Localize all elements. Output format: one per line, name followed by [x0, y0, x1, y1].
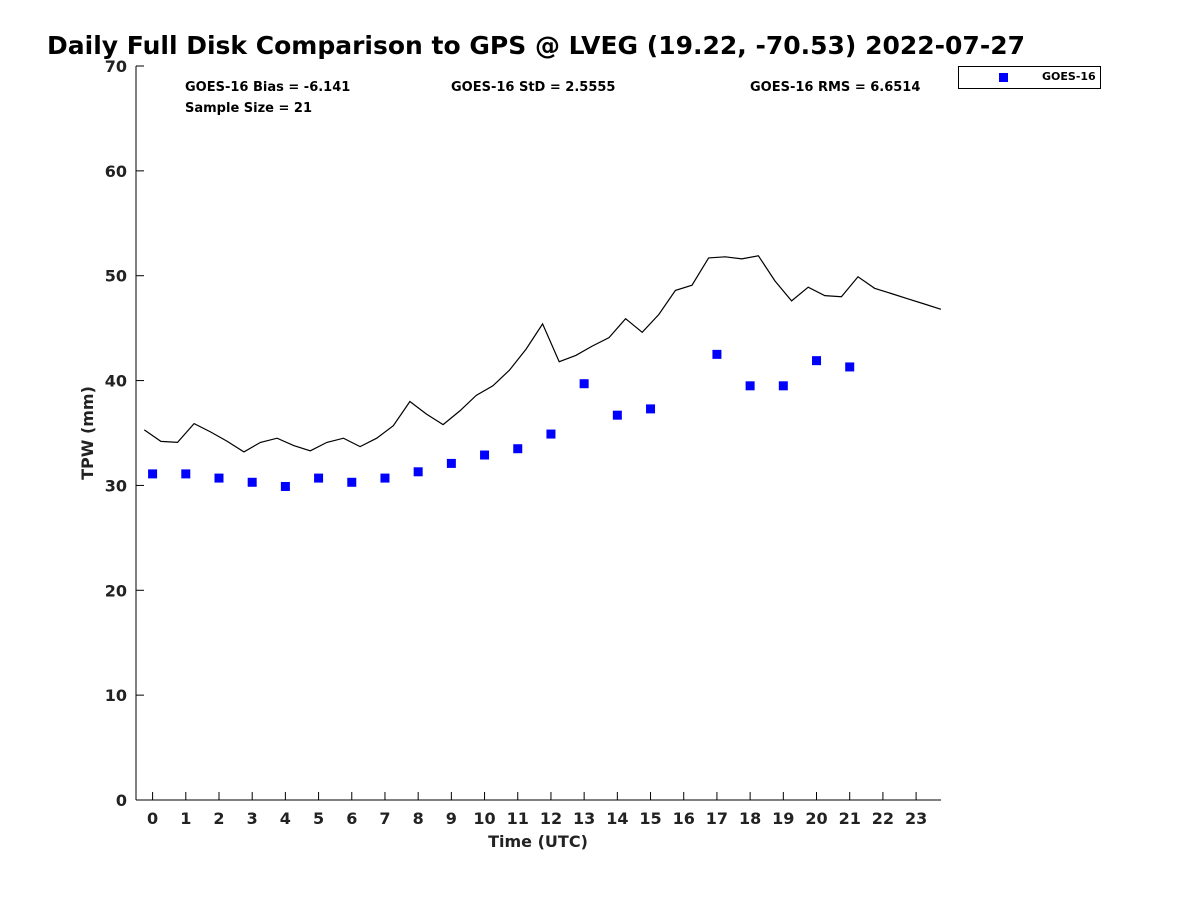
- x-tick-label: 0: [147, 809, 158, 828]
- goes16-point: [181, 469, 191, 479]
- x-tick-label: 5: [313, 809, 324, 828]
- x-tick-label: 10: [473, 809, 495, 828]
- x-tick-label: 8: [413, 809, 424, 828]
- x-tick-label: 16: [673, 809, 695, 828]
- x-tick-label: 18: [739, 809, 761, 828]
- x-tick-label: 15: [639, 809, 661, 828]
- x-tick-label: 13: [573, 809, 595, 828]
- y-tick-label: 20: [105, 581, 127, 600]
- goes16-points-layer: [148, 349, 855, 491]
- goes16-point: [247, 477, 257, 487]
- goes16-point: [214, 473, 224, 483]
- y-axis-title: TPW (mm): [78, 386, 97, 480]
- x-tick-label: 7: [379, 809, 390, 828]
- legend: GOES-16: [958, 66, 1101, 89]
- goes16-point: [845, 362, 855, 372]
- x-tick-label: 22: [872, 809, 894, 828]
- rms-stat: GOES-16 RMS = 6.6514: [750, 80, 921, 95]
- x-tick-label: 19: [772, 809, 794, 828]
- goes16-point: [480, 450, 490, 460]
- goes16-point: [546, 429, 556, 439]
- gps-line-layer: [143, 255, 942, 453]
- y-tick-label: 30: [105, 476, 127, 495]
- y-tick-label: 40: [105, 372, 127, 391]
- goes16-point: [646, 404, 656, 414]
- x-axis-title: Time (UTC): [488, 832, 588, 851]
- goes16-point: [347, 477, 357, 487]
- sample-size-stat: Sample Size = 21: [185, 101, 313, 116]
- y-tick-label: 70: [105, 57, 127, 76]
- goes16-point: [579, 379, 589, 389]
- goes16-point: [513, 444, 523, 454]
- x-tick-label: 6: [346, 809, 357, 828]
- legend-label: GOES-16: [1042, 70, 1096, 83]
- x-tick-label: 9: [446, 809, 457, 828]
- goes16-point: [314, 473, 324, 483]
- goes16-point: [380, 473, 390, 483]
- x-tick-label: 12: [540, 809, 562, 828]
- x-tick-label: 4: [280, 809, 291, 828]
- y-tick-label: 60: [105, 162, 127, 181]
- goes16-point: [712, 349, 722, 359]
- y-tick-label: 50: [105, 267, 127, 286]
- x-tick-label: 23: [905, 809, 927, 828]
- x-tick-label: 17: [706, 809, 728, 828]
- legend-marker-icon: [999, 73, 1008, 82]
- x-tick-label: 14: [606, 809, 628, 828]
- goes16-point: [446, 458, 456, 468]
- x-tick-label: 1: [180, 809, 191, 828]
- goes16-point: [413, 467, 423, 477]
- gps-tpw-line: [143, 255, 942, 453]
- std-stat: GOES-16 StD = 2.5555: [451, 80, 616, 95]
- y-tick-label: 10: [105, 686, 127, 705]
- goes16-point: [745, 381, 755, 391]
- x-tick-label: 21: [839, 809, 861, 828]
- bias-stat: GOES-16 Bias = -6.141: [185, 80, 351, 95]
- x-tick-label: 3: [247, 809, 258, 828]
- goes16-point: [778, 381, 788, 391]
- goes16-point: [812, 356, 822, 366]
- x-tick-label: 20: [805, 809, 827, 828]
- goes16-point: [612, 410, 622, 420]
- chart-title: Daily Full Disk Comparison to GPS @ LVEG…: [47, 31, 1025, 60]
- y-tick-label: 0: [116, 791, 127, 810]
- x-tick-label: 11: [507, 809, 529, 828]
- x-tick-label: 2: [213, 809, 224, 828]
- goes16-point: [280, 481, 290, 491]
- goes16-point: [148, 469, 158, 479]
